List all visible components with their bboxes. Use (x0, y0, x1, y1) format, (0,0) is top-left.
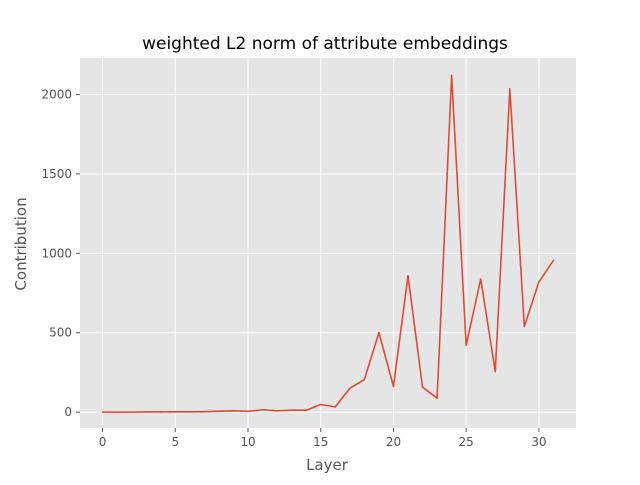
data-point (130, 411, 133, 413)
data-point (174, 411, 177, 413)
x-tick-label: 20 (386, 435, 401, 449)
y-tick-label: 1500 (41, 167, 72, 181)
data-point (290, 409, 293, 412)
chart-title: weighted L2 norm of attribute embeddings (142, 34, 508, 54)
data-point (479, 278, 482, 280)
data-point (378, 331, 380, 334)
data-point (319, 403, 322, 406)
data-point (334, 406, 337, 408)
data-point (159, 411, 162, 413)
x-tick-label: 30 (531, 435, 546, 449)
data-point (101, 411, 104, 413)
data-point (465, 344, 467, 346)
y-tick-label: 500 (49, 326, 72, 340)
data-point (450, 74, 453, 77)
data-point (276, 410, 278, 412)
data-point (247, 410, 249, 413)
data-point (407, 275, 409, 277)
x-tick-label: 0 (99, 435, 107, 449)
data-point (523, 325, 526, 328)
data-point (189, 411, 191, 413)
y-tick-label: 0 (64, 405, 72, 419)
data-point (552, 259, 555, 262)
plot-area (80, 58, 576, 428)
x-tick-label: 15 (313, 435, 328, 449)
data-point (421, 386, 424, 388)
data-point (203, 410, 206, 413)
series-layer (101, 74, 555, 413)
data-point (305, 409, 307, 412)
y-tick-label: 2000 (41, 88, 72, 102)
y-tick-label: 1000 (41, 246, 72, 260)
data-point (232, 410, 235, 412)
x-tick-label: 5 (171, 435, 179, 449)
data-point (392, 385, 395, 388)
data-point (261, 408, 264, 411)
x-tick-label: 25 (459, 435, 474, 449)
data-point (509, 88, 511, 90)
data-point (538, 281, 540, 283)
x-tick-label: 10 (240, 435, 255, 449)
y-axis-label: Contribution (12, 197, 30, 290)
data-point (363, 378, 366, 381)
data-point (116, 411, 118, 413)
data-point (349, 387, 351, 390)
series-line (102, 74, 555, 413)
data-point (218, 410, 220, 412)
data-point (494, 370, 497, 373)
data-point (436, 397, 438, 399)
x-axis-label: Layer (306, 456, 349, 474)
axis-ticks: 0 5 10 15 20 25 30 0 500 1000 1500 2000 (41, 88, 546, 449)
data-point (145, 411, 147, 413)
